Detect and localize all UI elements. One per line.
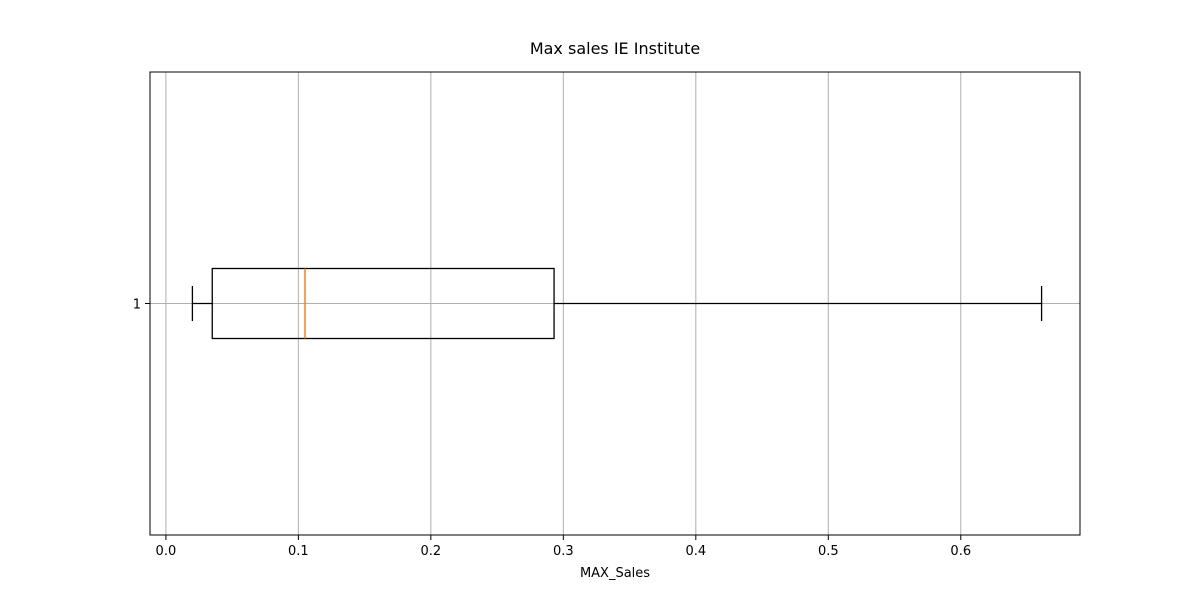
x-tick-label: 0.3: [553, 544, 574, 559]
y-axis-ticks: 1: [133, 298, 150, 313]
x-tick-label: 0.2: [421, 544, 442, 559]
iqr-box: [211, 267, 555, 340]
chart-title: Max sales IE Institute: [530, 39, 700, 58]
x-tick-label: 0.4: [685, 544, 706, 559]
x-axis-label: MAX_Sales: [580, 566, 650, 581]
x-tick-label: 0.1: [288, 544, 309, 559]
box-group: [191, 267, 1043, 340]
y-tick-label: 1: [133, 298, 141, 313]
x-axis-ticks: 0.0 0.1 0.2 0.3 0.4 0.5 0.6: [156, 535, 971, 559]
x-tick-label: 0.0: [156, 544, 177, 559]
x-tick-label: 0.5: [818, 544, 839, 559]
x-tick-label: 0.6: [950, 544, 971, 559]
